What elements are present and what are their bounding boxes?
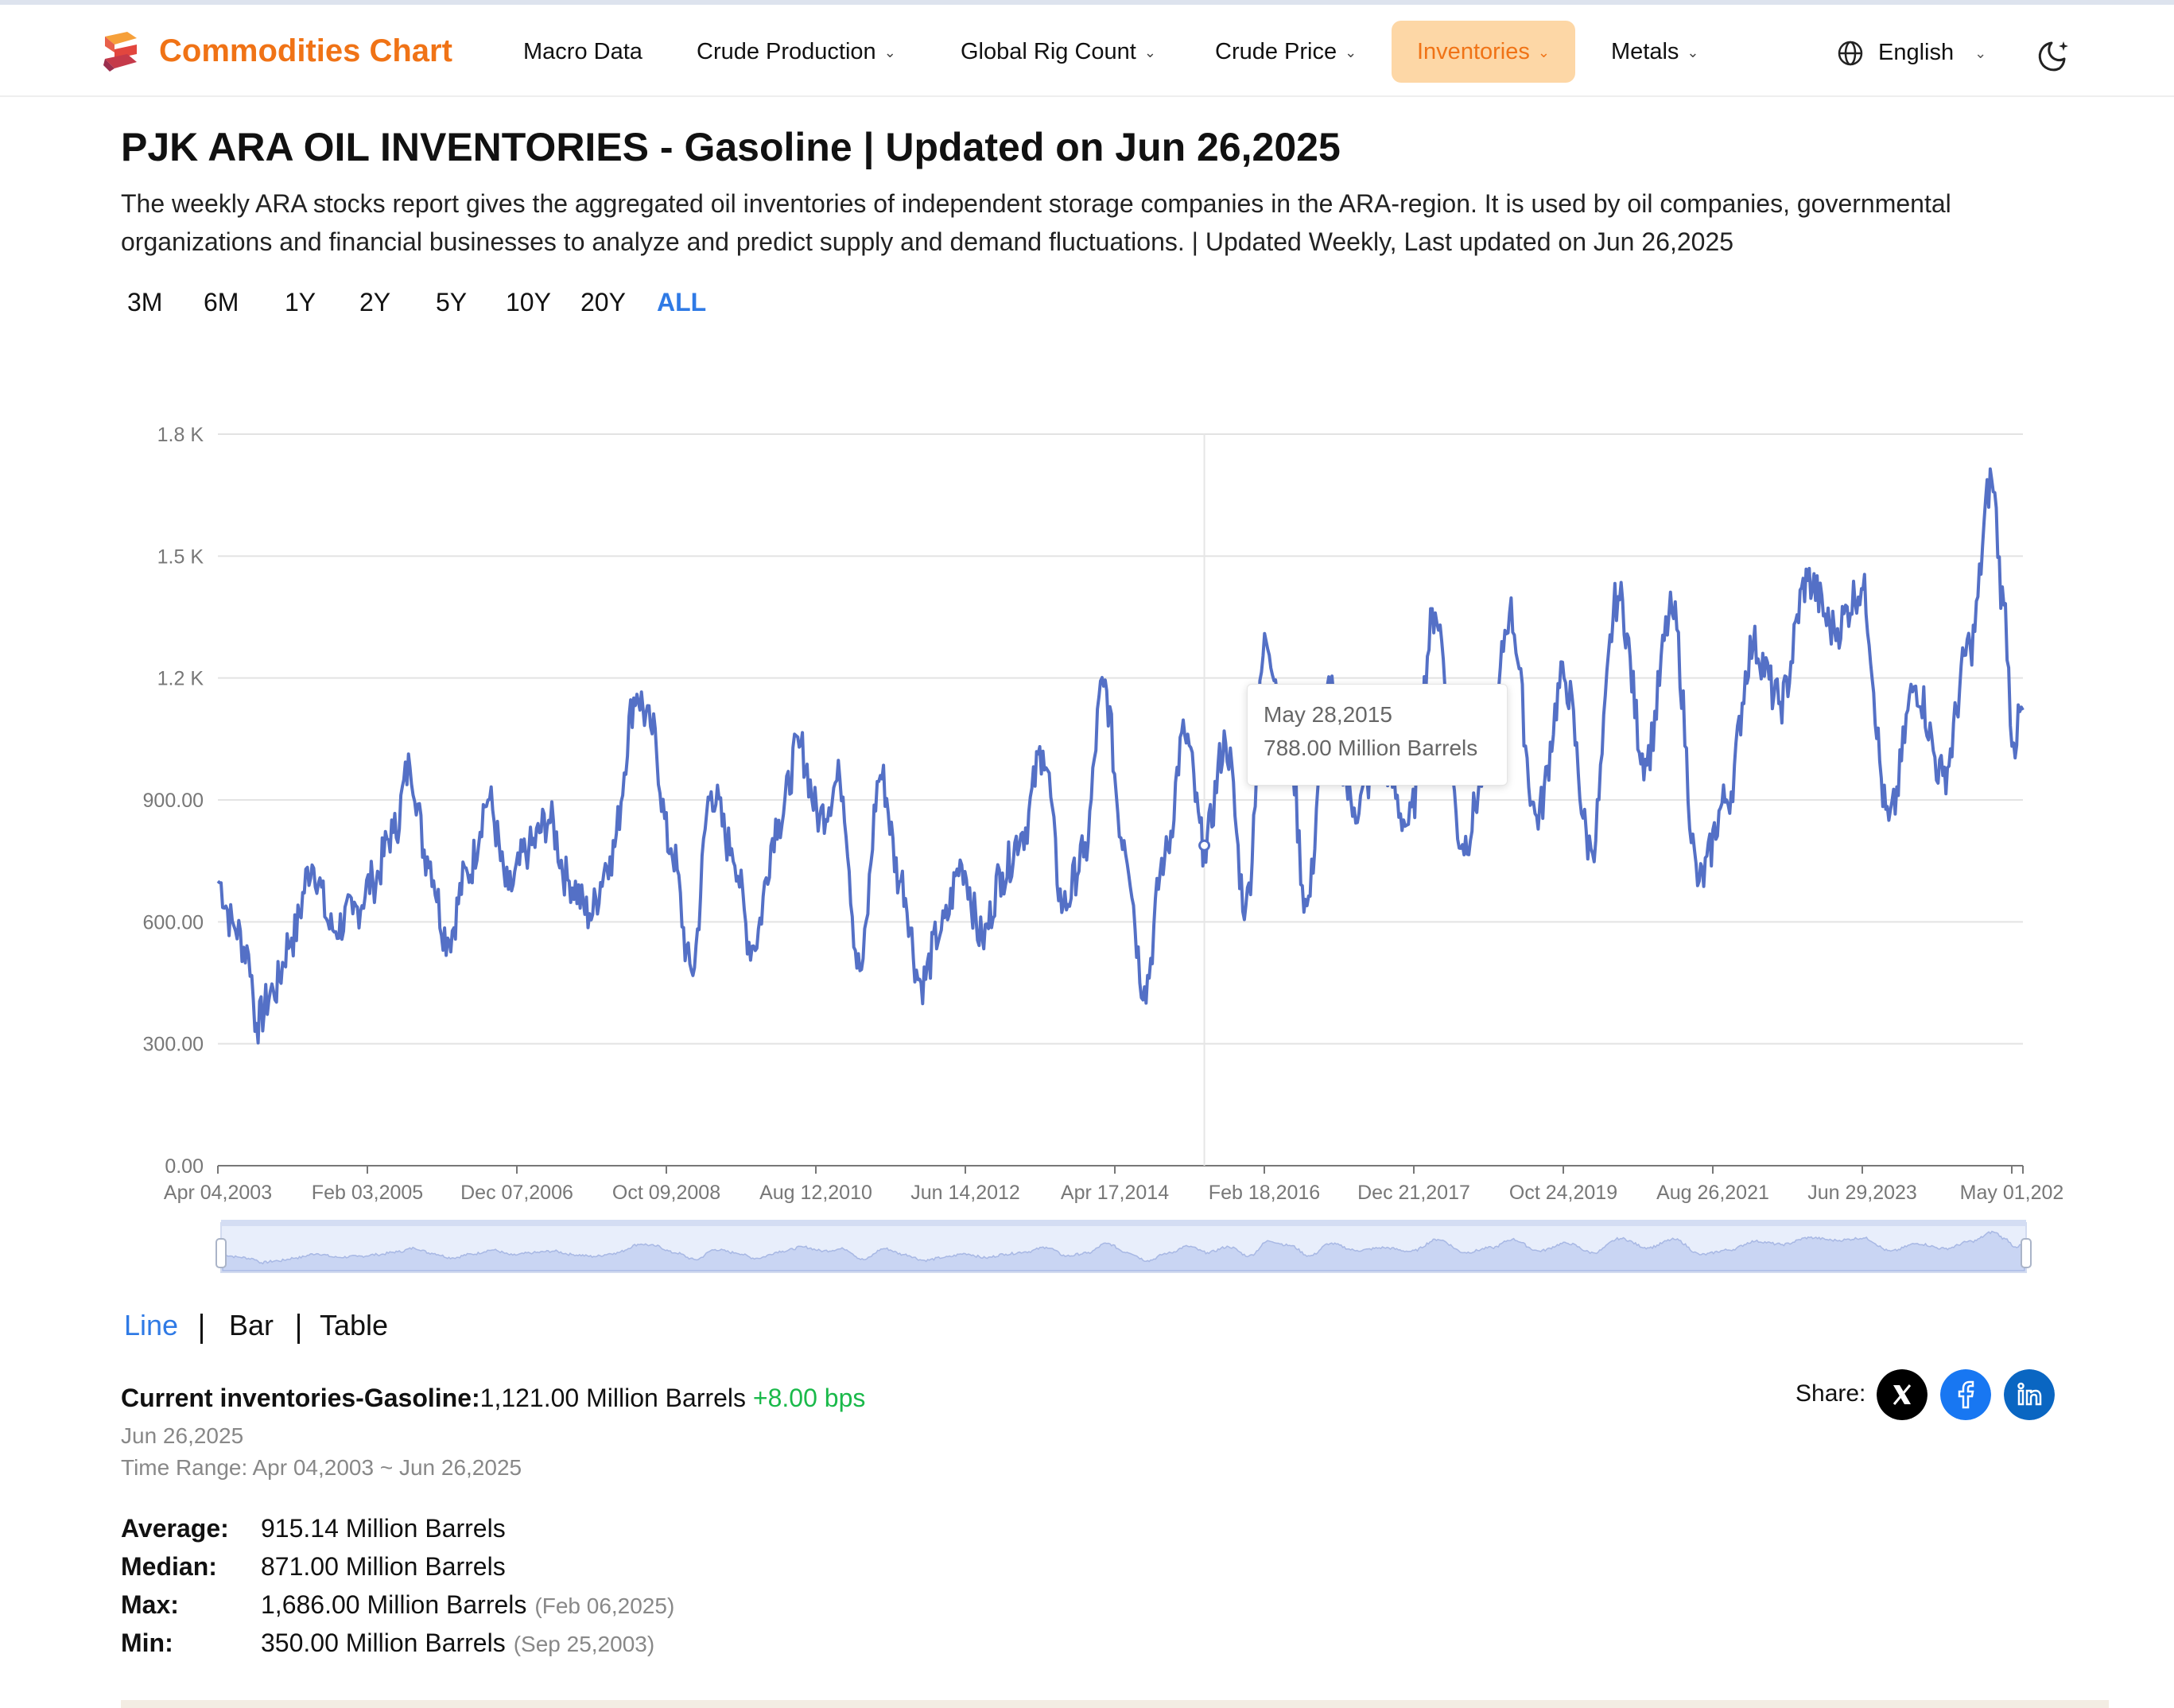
nav-crude-price[interactable]: Crude Price ⌄ [1190,21,1382,83]
nav-crude-production[interactable]: Crude Production ⌄ [671,21,922,83]
stat-label: Median: [121,1552,217,1581]
nav-label: Macro Data [523,39,642,64]
x-tick-label: Apr 04,2003 [164,1182,272,1204]
x-tick-label: Aug 26,2021 [1656,1182,1769,1204]
current-change: +8.00 bps [752,1384,866,1412]
stat-date: (Feb 06,2025) [534,1593,675,1618]
chevron-down-icon: ⌄ [1687,45,1699,61]
nav-label: Inventories [1417,39,1530,64]
y-tick-label: 0.00 [165,1155,204,1178]
current-inventory: Current inventories-Gasoline:1,121.00 Mi… [121,1384,865,1413]
range-20y[interactable]: 20Y [580,288,626,316]
x-tick-label: Dec 07,2006 [460,1182,573,1204]
x-tick-label: Aug 12,2010 [759,1182,872,1204]
current-date: Jun 26,2025 [121,1423,244,1448]
page-title: PJK ARA OIL INVENTORIES - Gasoline | Upd… [121,125,1341,169]
tab-table[interactable]: Table [320,1309,389,1341]
page-description: The weekly ARA stocks report gives the a… [121,189,1951,256]
hover-point[interactable] [1198,839,1211,852]
range-6m[interactable]: 6M [204,288,239,316]
zoom-preview-area [222,1230,2025,1271]
language-selector[interactable]: English ⌄ [1837,37,1986,69]
zoom-drag-bar[interactable] [221,1220,2026,1226]
chevron-down-icon: ⌄ [883,45,896,61]
x-tick-label: Oct 24,2019 [1509,1182,1617,1204]
tab-bar[interactable]: Bar [229,1309,274,1341]
chevron-down-icon: ⌄ [1974,45,1987,62]
nav-label: Global Rig Count [961,39,1136,64]
range-1y[interactable]: 1Y [285,288,316,316]
current-label: Current inventories-Gasoline: [121,1384,480,1412]
series-line [216,467,2025,1045]
stat-date: (Sep 25,2003) [513,1632,655,1656]
stat-value: 915.14 Million Barrels [261,1514,506,1543]
time-range: Time Range: Apr 04,2003 ~ Jun 26,2025 [121,1455,522,1480]
x-axis: Apr 04,2003 Feb 03,2005 Dec 07,2006 Oct 09,… [164,1166,2063,1204]
nav-label: Crude Production [697,39,876,64]
y-tick-label: 1.2 K [157,668,204,690]
grid-lines [218,433,2023,1166]
tooltip-value: 788.00 Million Barrels [1264,736,1478,760]
tab-divider [200,1314,203,1344]
x-tick-label: Feb 03,2005 [312,1182,423,1204]
current-value: 1,121.00 Million Barrels [479,1384,747,1412]
site-header: Commodities Chart Macro Data Crude Produ… [0,5,2174,97]
range-all[interactable]: ALL [657,288,707,316]
facebook-icon[interactable] [1940,1369,1991,1420]
nav-inventories[interactable]: Inventories ⌄ [1392,21,1575,83]
globe-icon [1838,41,1863,66]
stat-value: 1,686.00 Million Barrels (Feb 06,2025) [261,1590,675,1619]
nav-label: Metals [1611,39,1679,64]
share-label: Share: [1795,1380,1866,1407]
stat-value: 350.00 Million Barrels (Sep 25,2003) [261,1628,655,1657]
y-axis: 0.00 300.00 600.00 900.00 1.2 K 1.5 K 1.8 K [143,424,204,1178]
x-tick-label: Dec 21,2017 [1357,1182,1470,1204]
stat-value: 871.00 Million Barrels [261,1552,506,1581]
inventory-line-chart[interactable]: 0.00 300.00 600.00 900.00 1.2 K 1.5 K 1.8 K Ap… [0,350,2174,1288]
nav-label: Crude Price [1215,39,1337,64]
stat-label: Min: [121,1628,173,1657]
zoom-handle-left[interactable] [215,1238,227,1268]
nav-metals[interactable]: Metals ⌄ [1586,21,1725,83]
range-5y[interactable]: 5Y [436,288,468,316]
window-top-border [0,0,2174,5]
x-tick-label: Jun 14,2012 [910,1182,1020,1204]
range-2y[interactable]: 2Y [359,288,391,316]
y-tick-label: 600.00 [143,911,204,934]
chevron-down-icon: ⌄ [1345,45,1357,61]
x-tick-label: Oct 09,2008 [612,1182,720,1204]
y-tick-label: 1.5 K [157,545,204,568]
stat-label: Max: [121,1590,179,1619]
data-zoom-slider[interactable] [215,1220,2032,1273]
x-tick-label: Jun 29,2023 [1807,1182,1917,1204]
brand-name[interactable]: Commodities Chart [159,33,452,68]
nav-macro-data[interactable]: Macro Data [498,21,668,83]
x-tick-label: May 01,202 [1960,1182,2064,1204]
nav-global-rig-count[interactable]: Global Rig Count ⌄ [935,21,1182,83]
footer-edge [121,1700,2109,1708]
x-icon[interactable] [1877,1369,1927,1420]
chart-tooltip: May 28,2015 788.00 Million Barrels [1247,684,1508,786]
chevron-down-icon: ⌄ [1537,45,1550,61]
language-label: English [1878,40,1955,65]
linkedin-icon[interactable] [2004,1369,2055,1420]
logo-icon[interactable] [99,29,143,73]
y-tick-label: 900.00 [143,790,204,812]
tooltip-date: May 28,2015 [1264,702,1392,727]
chevron-down-icon: ⌄ [1143,45,1156,61]
tab-line[interactable]: Line [124,1309,179,1341]
y-tick-label: 1.8 K [157,424,204,446]
y-tick-label: 300.00 [143,1034,204,1056]
stat-label: Average: [121,1514,229,1543]
x-tick-label: Apr 17,2014 [1061,1182,1169,1204]
tab-divider [297,1314,300,1344]
x-tick-label: Feb 18,2016 [1209,1182,1320,1204]
moon-icon[interactable] [2037,38,2072,73]
zoom-handle-right[interactable] [2021,1238,2032,1268]
range-10y[interactable]: 10Y [506,288,551,316]
range-3m[interactable]: 3M [127,288,163,316]
